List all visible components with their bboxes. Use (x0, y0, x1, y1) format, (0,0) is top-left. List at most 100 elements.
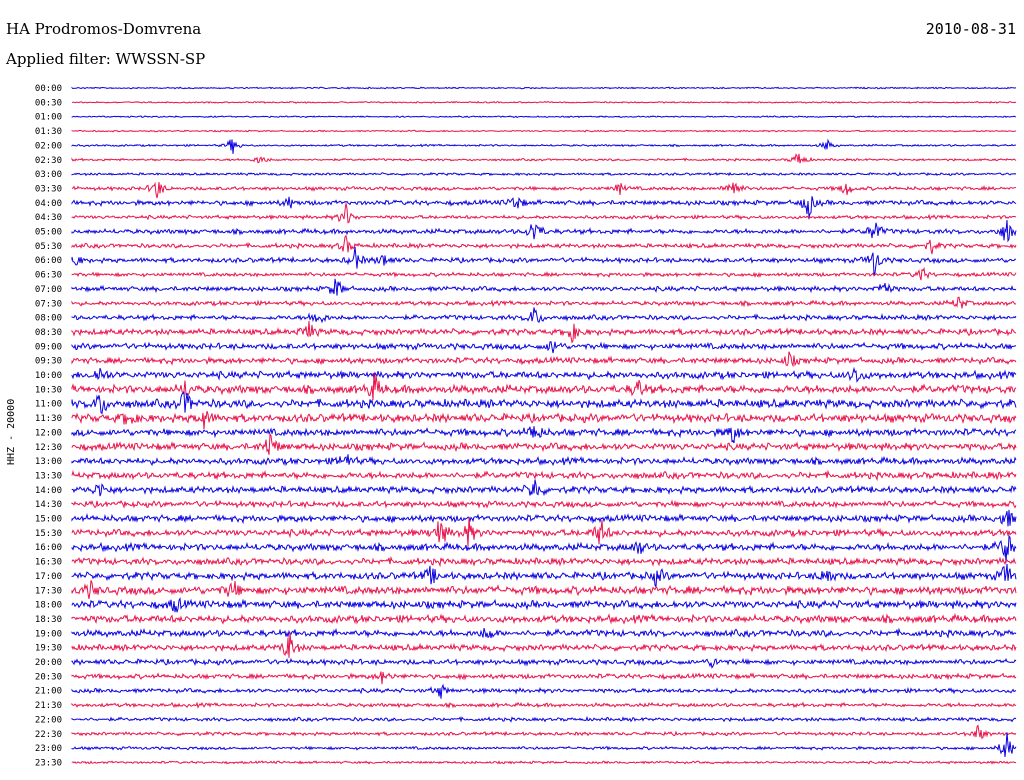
time-label-2030: 20:30 (35, 672, 62, 682)
trace-1600 (71, 535, 1017, 563)
time-label-0830: 08:30 (35, 328, 62, 338)
time-label-1800: 18:00 (35, 601, 62, 611)
trace-0230 (71, 153, 1017, 164)
time-label-2300: 23:00 (35, 744, 62, 754)
time-label-1600: 16:00 (35, 543, 62, 553)
time-label-0430: 04:30 (35, 213, 62, 223)
trace-1400 (71, 479, 1017, 497)
time-label-1430: 14:30 (35, 500, 62, 510)
trace-0830 (71, 320, 1017, 344)
trace-2330 (71, 760, 1016, 765)
trace-0500 (71, 219, 1017, 243)
trace-1700 (71, 563, 1017, 589)
trace-1200 (71, 426, 1017, 444)
time-label-2330: 23:30 (35, 758, 62, 768)
time-label-0330: 03:30 (35, 184, 62, 194)
time-label-0400: 04:00 (35, 199, 62, 209)
trace-2030 (71, 671, 1017, 685)
time-label-2000: 20:00 (35, 658, 62, 668)
time-label-1230: 12:30 (35, 443, 62, 453)
time-label-0100: 01:00 (35, 113, 62, 123)
time-label-0800: 08:00 (35, 314, 62, 324)
time-label-1830: 18:30 (35, 615, 62, 625)
trace-1030 (71, 372, 1017, 401)
trace-1830 (71, 612, 1017, 625)
trace-1000 (71, 366, 1017, 383)
trace-0700 (71, 278, 1017, 296)
trace-1730 (71, 580, 1017, 599)
trace-0100 (71, 115, 1017, 119)
trace-1100 (71, 391, 1017, 415)
time-labels-group: 00:00 00:30 01:00 01:30 02:00 02:30 03:00 03:30… (35, 84, 62, 768)
trace-1900 (71, 627, 1017, 639)
trace-0730 (71, 296, 1017, 309)
time-label-1700: 17:00 (35, 572, 62, 582)
trace-1230 (71, 432, 1017, 455)
time-label-0700: 07:00 (35, 285, 62, 295)
trace-1530 (71, 517, 1017, 547)
time-label-2130: 21:30 (35, 701, 62, 711)
trace-1500 (71, 509, 1017, 527)
time-label-0530: 05:30 (35, 242, 62, 252)
time-label-1400: 14:00 (35, 486, 62, 496)
time-label-1030: 10:30 (35, 385, 62, 395)
trace-2100 (71, 683, 1017, 699)
time-label-1530: 15:30 (35, 529, 62, 539)
time-label-0200: 02:00 (35, 141, 62, 151)
station-name: HA Prodromos-Domvrena (6, 20, 202, 38)
trace-0930 (71, 351, 1017, 368)
time-label-0900: 09:00 (35, 342, 62, 352)
time-label-0230: 02:30 (35, 156, 62, 166)
trace-1430 (71, 499, 1017, 510)
trace-2200 (71, 715, 1017, 723)
trace-2300 (71, 732, 1017, 757)
trace-2130 (71, 701, 1017, 709)
trace-0000 (71, 86, 1017, 90)
time-label-1100: 11:00 (35, 400, 62, 410)
time-label-1200: 12:00 (35, 428, 62, 438)
time-label-0130: 01:30 (35, 127, 62, 137)
trace-1630 (71, 555, 1017, 568)
trace-0900 (71, 341, 1017, 354)
trace-1800 (71, 596, 1017, 613)
time-label-0300: 03:00 (35, 170, 62, 180)
time-label-1130: 11:30 (35, 414, 62, 424)
time-label-1930: 19:30 (35, 644, 62, 654)
time-label-0600: 06:00 (35, 256, 62, 266)
time-label-1300: 13:00 (35, 457, 62, 467)
trace-0400 (71, 196, 1017, 218)
trace-0530 (71, 234, 1017, 255)
time-label-0630: 06:30 (35, 271, 62, 281)
trace-2000 (71, 657, 1017, 669)
trace-2230 (71, 724, 1017, 740)
trace-0200 (71, 138, 1017, 154)
time-label-0000: 00:00 (35, 84, 62, 94)
trace-0330 (71, 181, 1017, 199)
trace-1300 (71, 454, 1017, 467)
time-label-1730: 17:30 (35, 586, 62, 596)
trace-0300 (71, 171, 1017, 177)
trace-1330 (71, 469, 1017, 482)
time-label-1500: 15:00 (35, 515, 62, 525)
trace-0800 (71, 307, 1017, 324)
time-label-2230: 22:30 (35, 730, 62, 740)
traces-group (71, 86, 1017, 765)
time-label-0730: 07:30 (35, 299, 62, 309)
time-label-2100: 21:00 (35, 687, 62, 697)
trace-0630 (71, 266, 1017, 281)
time-label-1330: 13:30 (35, 471, 62, 481)
time-label-0500: 05:00 (35, 228, 62, 238)
trace-0600 (71, 246, 1016, 277)
trace-0430 (71, 203, 1017, 224)
time-label-2200: 22:00 (35, 715, 62, 725)
time-label-1630: 16:30 (35, 558, 62, 568)
date-label: 2010-08-31 (925, 20, 1016, 38)
trace-1130 (71, 411, 1017, 430)
trace-0030 (72, 100, 1017, 104)
time-label-1900: 19:00 (35, 629, 62, 639)
trace-1930 (71, 632, 1017, 658)
filter-label: Applied filter: WWSSN-SP (6, 50, 206, 68)
time-label-0030: 00:30 (35, 98, 62, 108)
time-label-1000: 10:00 (35, 371, 62, 381)
